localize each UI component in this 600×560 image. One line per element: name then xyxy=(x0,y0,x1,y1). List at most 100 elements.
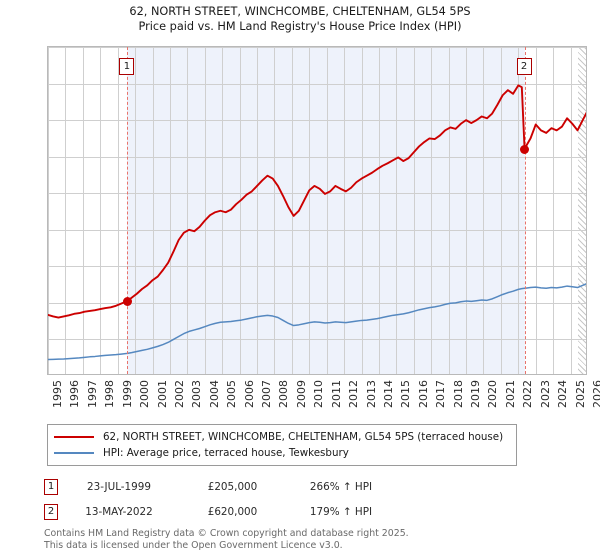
plot-frame xyxy=(47,46,587,375)
grid-line-vertical xyxy=(153,47,154,374)
grid-line-vertical xyxy=(362,47,363,374)
x-tick-label: 2016 xyxy=(416,380,430,408)
txn-date: 13-MAY-2022 xyxy=(85,505,153,518)
x-tick-label: 2005 xyxy=(225,380,239,408)
grid-line-horizontal xyxy=(48,266,586,267)
chart-legend: 62, NORTH STREET, WINCHCOMBE, CHELTENHAM… xyxy=(47,424,517,466)
x-tick-label: 2019 xyxy=(469,380,483,408)
legend-label-hpi: HPI: Average price, terraced house, Tewk… xyxy=(103,447,349,459)
grid-line-vertical xyxy=(431,47,432,374)
grid-line-vertical xyxy=(449,47,450,374)
chart-marker-flag[interactable]: 2 xyxy=(516,58,532,75)
x-tick-label: 1995 xyxy=(51,380,64,408)
x-tick-label: 2011 xyxy=(329,380,343,408)
x-tick-label: 2014 xyxy=(381,380,395,408)
series-line xyxy=(48,283,586,361)
x-tick-label: 2009 xyxy=(294,380,308,408)
legend-item-hpi: HPI: Average price, terraced house, Tewk… xyxy=(54,445,516,461)
title-line-2: Price paid vs. HM Land Registry's House … xyxy=(138,20,462,33)
x-tick-label: 2020 xyxy=(486,380,500,408)
x-axis: 1995 1996 1997 1998 1999 2000 2001 2002 2003 2004… xyxy=(47,380,600,424)
grid-line-vertical xyxy=(118,47,119,374)
series-plot xyxy=(48,84,586,361)
ownership-period xyxy=(127,47,525,374)
grid-line-vertical xyxy=(83,47,84,374)
grid-line-vertical xyxy=(309,47,310,374)
transactions-table: 1 23-JUL-1999 £205,000 266% ↑ HPI 2 13-M… xyxy=(44,474,464,524)
x-tick-label: 2000 xyxy=(138,380,152,408)
x-tick-label: 2023 xyxy=(538,380,552,408)
x-tick-label: 2013 xyxy=(364,380,378,408)
grid-line-vertical xyxy=(379,47,380,374)
event-line xyxy=(524,47,526,374)
grid-line-vertical xyxy=(48,47,49,374)
x-tick-label: 2007 xyxy=(260,380,274,408)
page-title: 62, NORTH STREET, WINCHCOMBE, CHELTENHAM… xyxy=(0,4,600,34)
txn-vs-hpi: 266% ↑ HPI xyxy=(309,480,373,493)
chart-marker-flag[interactable]: 1 xyxy=(119,58,135,75)
table-row[interactable]: 2 13-MAY-2022 £620,000 179% ↑ HPI xyxy=(44,499,464,524)
footer-line-1: Contains HM Land Registry data © Crown c… xyxy=(44,528,409,539)
grid-line-horizontal xyxy=(48,339,586,340)
title-line-1: 62, NORTH STREET, WINCHCOMBE, CHELTENHAM… xyxy=(129,5,471,18)
grid-line-horizontal xyxy=(48,303,586,304)
legend-label-property: 62, NORTH STREET, WINCHCOMBE, CHELTENHAM… xyxy=(103,431,504,443)
x-tick-label: 2018 xyxy=(451,380,465,408)
txn-marker-badge: 2 xyxy=(44,503,58,520)
grid-line-vertical xyxy=(100,47,101,374)
x-tick-label: 1997 xyxy=(85,380,99,408)
projection-hatch xyxy=(577,47,586,374)
grid-line-horizontal xyxy=(48,84,586,85)
grid-line-horizontal xyxy=(48,157,586,158)
x-tick-label: 2010 xyxy=(312,380,326,408)
grid-line-vertical xyxy=(518,47,519,374)
grid-line-vertical xyxy=(187,47,188,374)
grid-line-horizontal xyxy=(48,230,586,231)
txn-price: £620,000 xyxy=(207,505,258,518)
grid-line-horizontal xyxy=(48,120,586,121)
x-tick-label: 2002 xyxy=(172,380,186,408)
grid-line-vertical xyxy=(257,47,258,374)
legend-swatch-hpi xyxy=(54,452,94,454)
grid-line-vertical xyxy=(205,47,206,374)
txn-price: £205,000 xyxy=(207,480,258,493)
grid-line-vertical xyxy=(536,47,537,374)
series-line xyxy=(48,84,586,319)
grid-line-vertical xyxy=(274,47,275,374)
grid-line-horizontal xyxy=(48,47,586,48)
x-tick-label: 2025 xyxy=(573,380,587,408)
x-tick-label: 2022 xyxy=(521,380,535,408)
grid-line-horizontal xyxy=(48,193,586,194)
txn-marker-badge: 1 xyxy=(44,478,58,495)
x-tick-label: 2026 xyxy=(591,380,600,408)
x-tick-label: 2001 xyxy=(155,380,169,408)
grid-line-vertical xyxy=(327,47,328,374)
footer-line-2: This data is licensed under the Open Gov… xyxy=(44,539,343,551)
grid-line-vertical xyxy=(483,47,484,374)
x-tick-label: 2003 xyxy=(190,380,204,408)
sale-point-marker[interactable] xyxy=(122,296,132,306)
table-row[interactable]: 1 23-JUL-1999 £205,000 266% ↑ HPI xyxy=(44,474,464,499)
x-tick-label: 1998 xyxy=(103,380,117,408)
attribution-footer: Contains HM Land Registry data © Crown c… xyxy=(44,528,564,551)
x-tick-label: 2017 xyxy=(434,380,448,408)
x-tick-label: 2008 xyxy=(277,380,291,408)
x-tick-label: 2012 xyxy=(347,380,361,408)
legend-item-property: 62, NORTH STREET, WINCHCOMBE, CHELTENHAM… xyxy=(54,429,516,445)
grid-line-vertical xyxy=(135,47,136,374)
x-tick-label: 2006 xyxy=(242,380,256,408)
legend-swatch-property xyxy=(54,436,94,438)
x-tick-label: 2021 xyxy=(503,380,517,408)
x-tick-label: 1996 xyxy=(68,380,82,408)
x-tick-label: 2004 xyxy=(207,380,221,408)
sale-point-marker[interactable] xyxy=(520,144,530,154)
grid-line-vertical xyxy=(396,47,397,374)
grid-line-vertical xyxy=(553,47,554,374)
grid-line-vertical xyxy=(571,47,572,374)
x-tick-label: 2024 xyxy=(556,380,570,408)
grid-line-vertical xyxy=(501,47,502,374)
grid-line-vertical xyxy=(292,47,293,374)
grid-line-vertical xyxy=(344,47,345,374)
x-tick-label: 2015 xyxy=(399,380,413,408)
